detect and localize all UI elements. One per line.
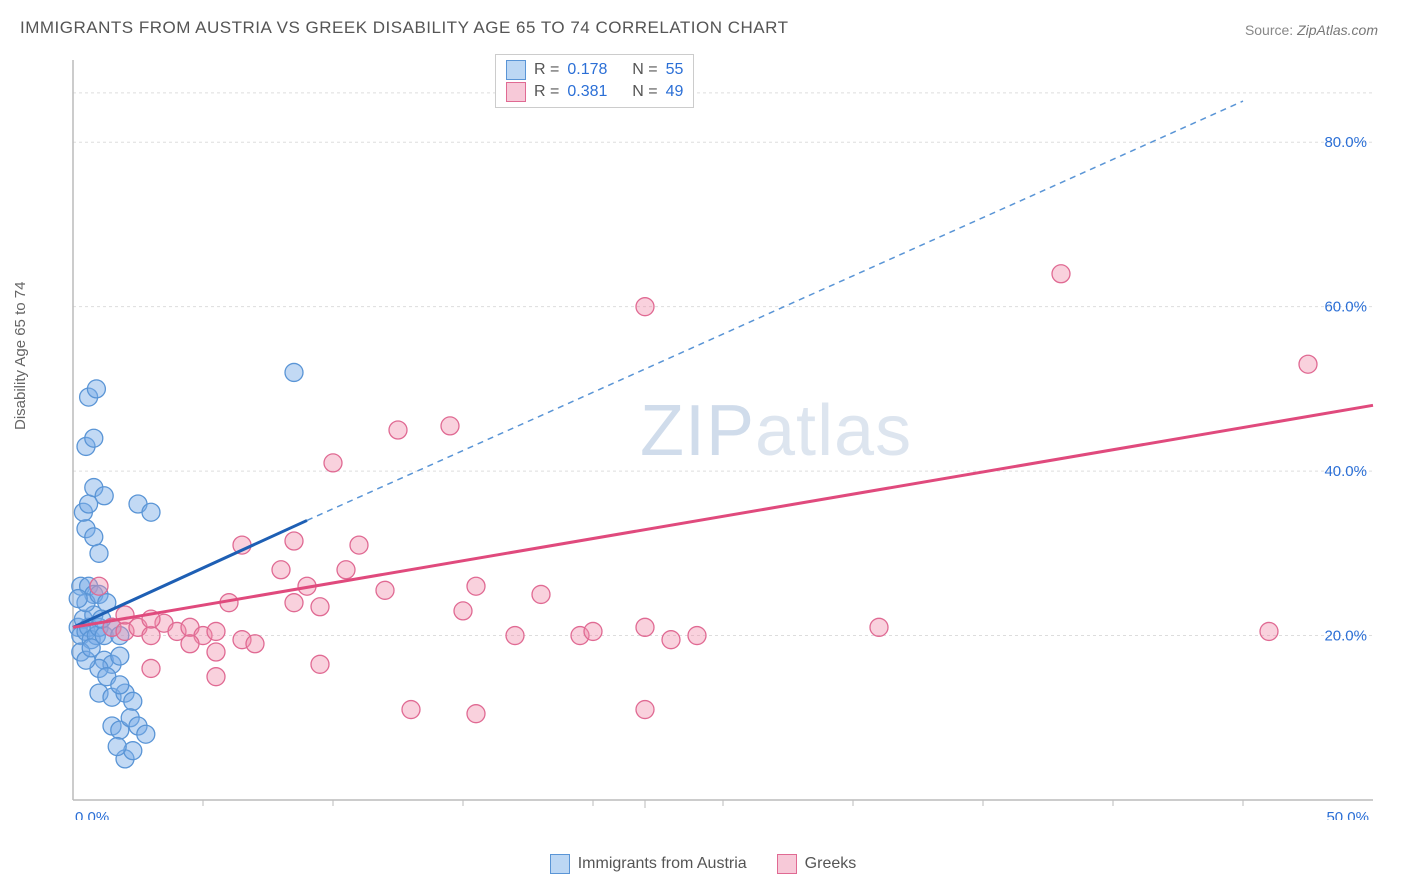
- data-point: [389, 421, 407, 439]
- data-point: [1260, 622, 1278, 640]
- data-point: [285, 594, 303, 612]
- data-point: [142, 503, 160, 521]
- y-axis-label: Disability Age 65 to 74: [12, 282, 29, 430]
- r-label: R =: [534, 83, 559, 101]
- data-point: [90, 544, 108, 562]
- data-point: [376, 581, 394, 599]
- data-point: [246, 635, 264, 653]
- data-point: [454, 602, 472, 620]
- data-point: [688, 627, 706, 645]
- data-point: [85, 429, 103, 447]
- watermark: ZIPatlas: [640, 390, 912, 472]
- legend-swatch: [777, 854, 797, 874]
- data-point: [124, 692, 142, 710]
- r-value: 0.178: [567, 61, 607, 79]
- chart-title: IMMIGRANTS FROM AUSTRIA VS GREEK DISABIL…: [20, 18, 789, 38]
- data-point: [441, 417, 459, 435]
- r-value: 0.381: [567, 83, 607, 101]
- watermark-atlas: atlas: [755, 391, 912, 471]
- data-point: [1299, 355, 1317, 373]
- x-tick-label: 0.0%: [75, 809, 109, 820]
- data-point: [82, 639, 100, 657]
- data-point: [467, 577, 485, 595]
- data-point: [311, 598, 329, 616]
- data-point: [402, 701, 420, 719]
- y-tick-label: 40.0%: [1324, 463, 1367, 480]
- data-point: [87, 380, 105, 398]
- data-point: [272, 561, 290, 579]
- data-point: [636, 298, 654, 316]
- data-point: [350, 536, 368, 554]
- data-point: [870, 618, 888, 636]
- data-point: [108, 738, 126, 756]
- data-point: [181, 635, 199, 653]
- data-point: [506, 627, 524, 645]
- legend-swatch: [506, 60, 526, 80]
- data-point: [1052, 265, 1070, 283]
- data-point: [95, 487, 113, 505]
- data-point: [467, 705, 485, 723]
- n-label: N =: [632, 83, 657, 101]
- data-point: [662, 631, 680, 649]
- legend-swatch: [550, 854, 570, 874]
- correlation-legend: R = 0.178 N = 55 R = 0.381 N = 49: [495, 54, 694, 108]
- data-point: [311, 655, 329, 673]
- correlation-legend-row: R = 0.178 N = 55: [506, 59, 683, 81]
- series-legend-item: Greeks: [777, 854, 857, 874]
- data-point: [636, 701, 654, 719]
- legend-swatch: [506, 82, 526, 102]
- data-point: [69, 590, 87, 608]
- data-point: [207, 622, 225, 640]
- n-label: N =: [632, 61, 657, 79]
- legend-label: Immigrants from Austria: [578, 855, 747, 873]
- source-attribution: Source: ZipAtlas.com: [1245, 22, 1378, 38]
- data-point: [137, 725, 155, 743]
- source-label: Source:: [1245, 22, 1293, 38]
- data-point: [337, 561, 355, 579]
- data-point: [285, 363, 303, 381]
- data-point: [285, 532, 303, 550]
- data-point: [532, 585, 550, 603]
- n-value: 55: [666, 61, 684, 79]
- data-point: [116, 606, 134, 624]
- data-point: [207, 643, 225, 661]
- source-value: ZipAtlas.com: [1297, 22, 1378, 38]
- data-point: [207, 668, 225, 686]
- series-legend: Immigrants from Austria Greeks: [0, 854, 1406, 874]
- series-legend-item: Immigrants from Austria: [550, 854, 747, 874]
- x-tick-label: 50.0%: [1326, 809, 1369, 820]
- watermark-zip: ZIP: [640, 391, 755, 471]
- legend-label: Greeks: [805, 855, 857, 873]
- y-tick-label: 60.0%: [1324, 299, 1367, 316]
- data-point: [584, 622, 602, 640]
- y-tick-label: 20.0%: [1324, 628, 1367, 645]
- data-point: [324, 454, 342, 472]
- data-point: [90, 577, 108, 595]
- r-label: R =: [534, 61, 559, 79]
- n-value: 49: [666, 83, 684, 101]
- data-point: [142, 659, 160, 677]
- correlation-legend-row: R = 0.381 N = 49: [506, 81, 683, 103]
- data-point: [111, 676, 129, 694]
- trend-line: [73, 520, 307, 627]
- y-tick-label: 80.0%: [1324, 134, 1367, 151]
- data-point: [111, 647, 129, 665]
- data-point: [636, 618, 654, 636]
- data-point: [85, 528, 103, 546]
